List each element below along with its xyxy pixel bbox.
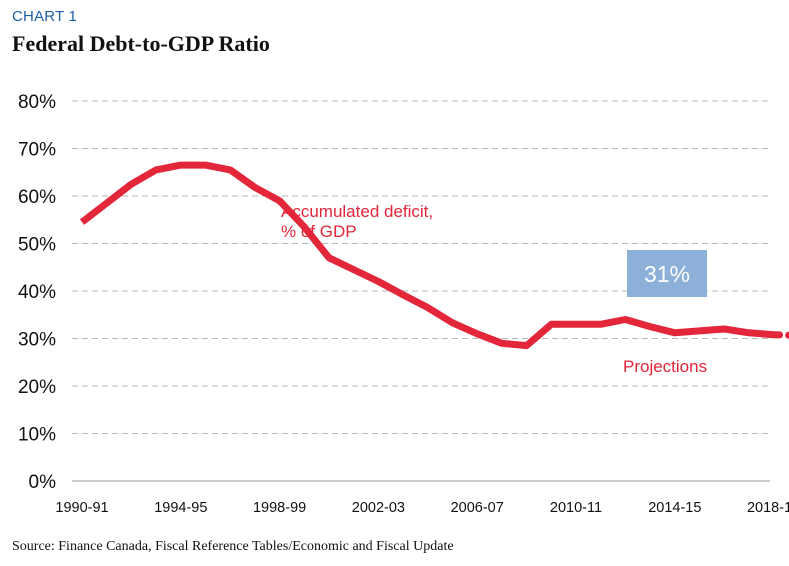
annotations: Accumulated deficit,% of GDP Projections 3… [281, 202, 707, 376]
chart-title: Federal Debt-to-GDP Ratio [12, 31, 270, 56]
x-axis-ticks: 1990-91 1994-95 1998-99 2002-03 2006-07 2010-… [55, 500, 789, 516]
source-note: Source: Finance Canada, Fiscal Reference… [12, 539, 454, 554]
projection-series-line [770, 331, 789, 339]
series-lines [79, 161, 789, 350]
y-axis-ticks: 0% 10% 20% 30% 40% 50% 60% 70% 80% [18, 92, 56, 493]
callout-box [627, 250, 707, 297]
x-tick-label: 2010-11 [550, 500, 602, 516]
callout-value: 31% [644, 261, 690, 287]
series-annotation-line: Accumulated deficit, [281, 202, 433, 221]
y-tick-label: 70% [18, 140, 56, 161]
y-tick-label: 0% [29, 472, 57, 493]
y-tick-label: 10% [18, 425, 56, 446]
y-tick-label: 20% [18, 377, 56, 398]
x-tick-label: 1990-91 [55, 500, 108, 516]
x-tick-label: 2002-03 [352, 500, 405, 516]
chart-label: CHART 1 [12, 8, 78, 25]
y-tick-label: 50% [18, 235, 56, 256]
y-tick-label: 80% [18, 92, 56, 113]
x-tick-label: 2014-15 [648, 500, 701, 516]
series-annotation-line: % of GDP [281, 222, 357, 241]
x-tick-label: 2006-07 [451, 500, 504, 516]
y-tick-label: 60% [18, 187, 56, 208]
projections-label: Projections [623, 357, 707, 376]
deficit-series-line [79, 161, 774, 350]
x-tick-label: 1998-99 [253, 500, 306, 516]
y-tick-label: 40% [18, 282, 56, 303]
y-tick-label: 30% [18, 330, 56, 351]
x-tick-label: 1994-95 [154, 500, 207, 516]
x-tick-label: 2018-19 [747, 500, 789, 516]
